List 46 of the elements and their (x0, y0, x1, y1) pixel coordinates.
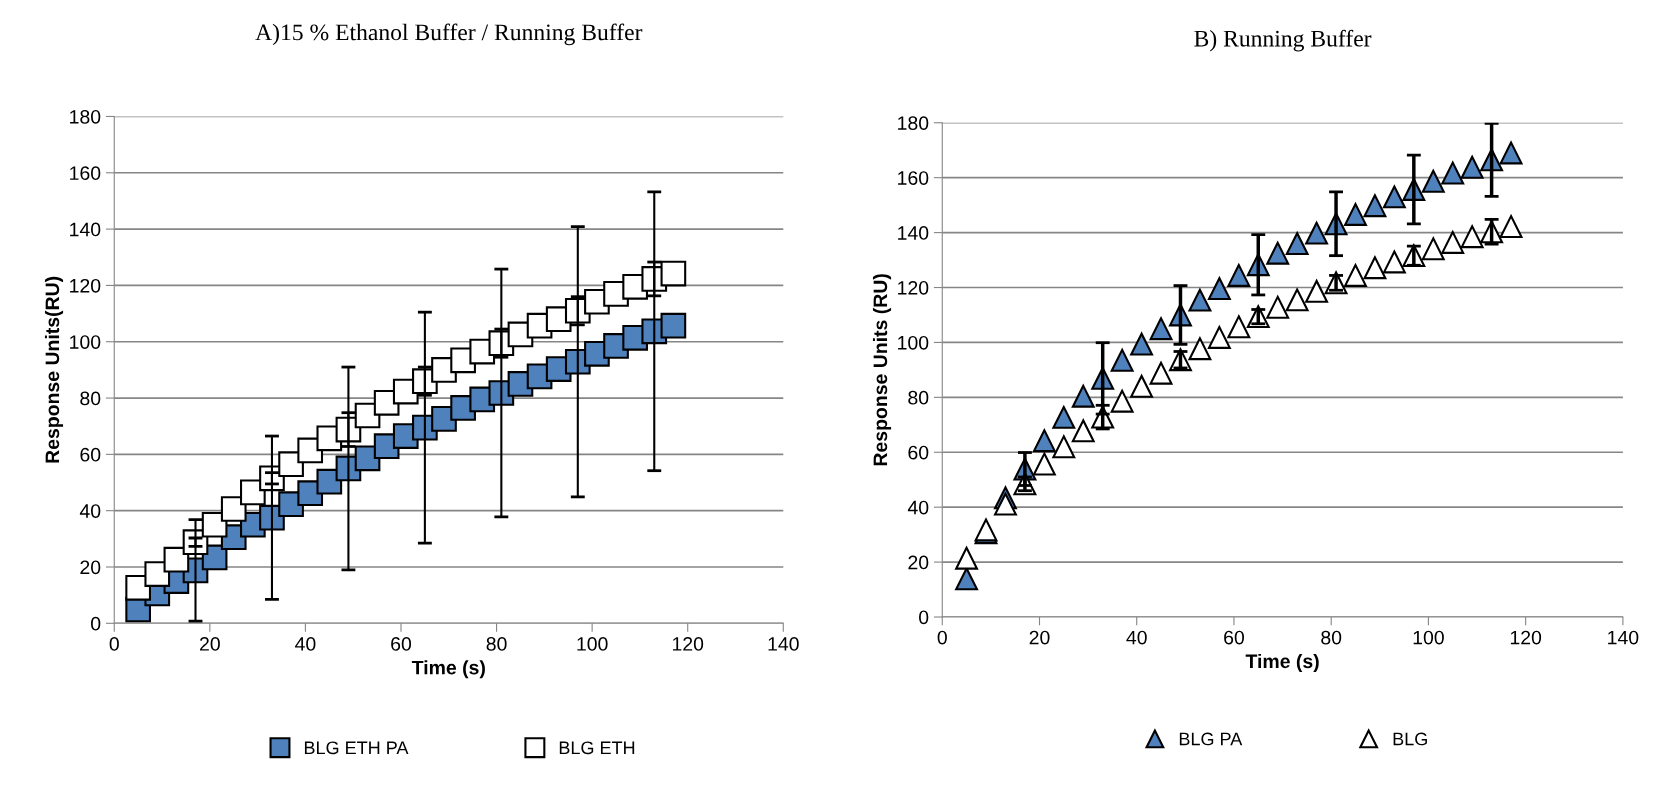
y-tick-label: 160 (70, 166, 101, 181)
x-tick-label: 140 (1608, 630, 1639, 645)
y-tick-label: 140 (70, 222, 101, 237)
x-tick-label: 0 (109, 637, 119, 651)
y-tick-label: 80 (908, 390, 929, 405)
y-tick-label: 160 (898, 171, 929, 185)
x-tick-label: 100 (1413, 630, 1444, 645)
x-tick-label: 100 (577, 637, 608, 651)
y-tick-label: 100 (898, 335, 929, 350)
x-tick-label: 120 (1510, 630, 1542, 645)
x-tick-label: 40 (295, 637, 316, 651)
y-tick-label: 120 (898, 280, 929, 295)
x-axis-title: Time (s) (411, 660, 485, 679)
y-tick-label: 20 (908, 555, 929, 570)
y-tick-label: 60 (80, 447, 101, 462)
y-tick-label: 100 (70, 335, 101, 349)
x-tick-label: 40 (1126, 630, 1147, 645)
y-tick-label: 40 (907, 500, 929, 515)
y-tick-label: 0 (919, 610, 929, 625)
y-tick-label: 140 (898, 226, 929, 240)
x-tick-label: 120 (672, 637, 704, 651)
legend-label: BLG PA (1179, 732, 1243, 746)
legend-label: BLG ETH PA (304, 741, 409, 755)
x-tick-label: 140 (768, 637, 799, 651)
y-tick-label: 20 (80, 560, 101, 575)
x-tick-label: 20 (1029, 630, 1050, 645)
chart-title: B) Running Buffer (1194, 29, 1372, 52)
x-tick-label: 20 (200, 637, 220, 651)
legend-label: BLG ETH (559, 741, 635, 755)
y-tick-label: 120 (70, 278, 101, 293)
x-tick-label: 80 (486, 637, 507, 651)
y-tick-label: 0 (91, 616, 101, 631)
y-tick-label: 180 (898, 116, 929, 131)
legend-label: BLG (1393, 732, 1427, 746)
y-tick-label: 60 (908, 445, 929, 460)
x-tick-label: 80 (1321, 630, 1342, 645)
x-tick-label: 60 (1224, 630, 1245, 645)
y-tick-label: 180 (70, 109, 101, 124)
y-axis-title: Response Units(RU) (44, 276, 64, 463)
x-axis-title: Time (s) (1245, 653, 1319, 673)
chart-title: A)15 % Ethanol Buffer / Running Buffer (255, 23, 643, 46)
y-axis-title: Response Units (RU) (872, 274, 892, 466)
x-tick-label: 60 (391, 637, 412, 651)
y-tick-label: 40 (79, 504, 101, 518)
x-tick-label: 0 (937, 630, 947, 645)
y-tick-label: 80 (80, 391, 101, 406)
